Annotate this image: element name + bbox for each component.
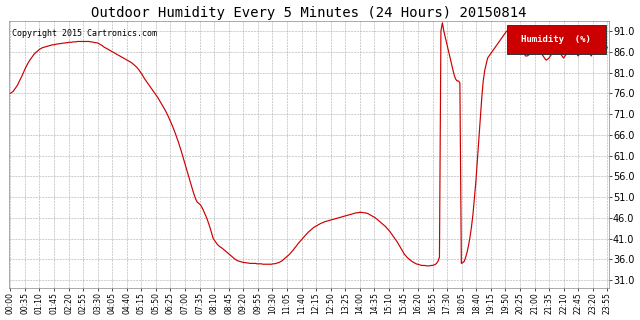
Text: Copyright 2015 Cartronics.com: Copyright 2015 Cartronics.com bbox=[12, 29, 157, 38]
Title: Outdoor Humidity Every 5 Minutes (24 Hours) 20150814: Outdoor Humidity Every 5 Minutes (24 Hou… bbox=[91, 5, 527, 20]
Text: Humidity  (%): Humidity (%) bbox=[522, 35, 591, 44]
FancyBboxPatch shape bbox=[507, 25, 606, 54]
